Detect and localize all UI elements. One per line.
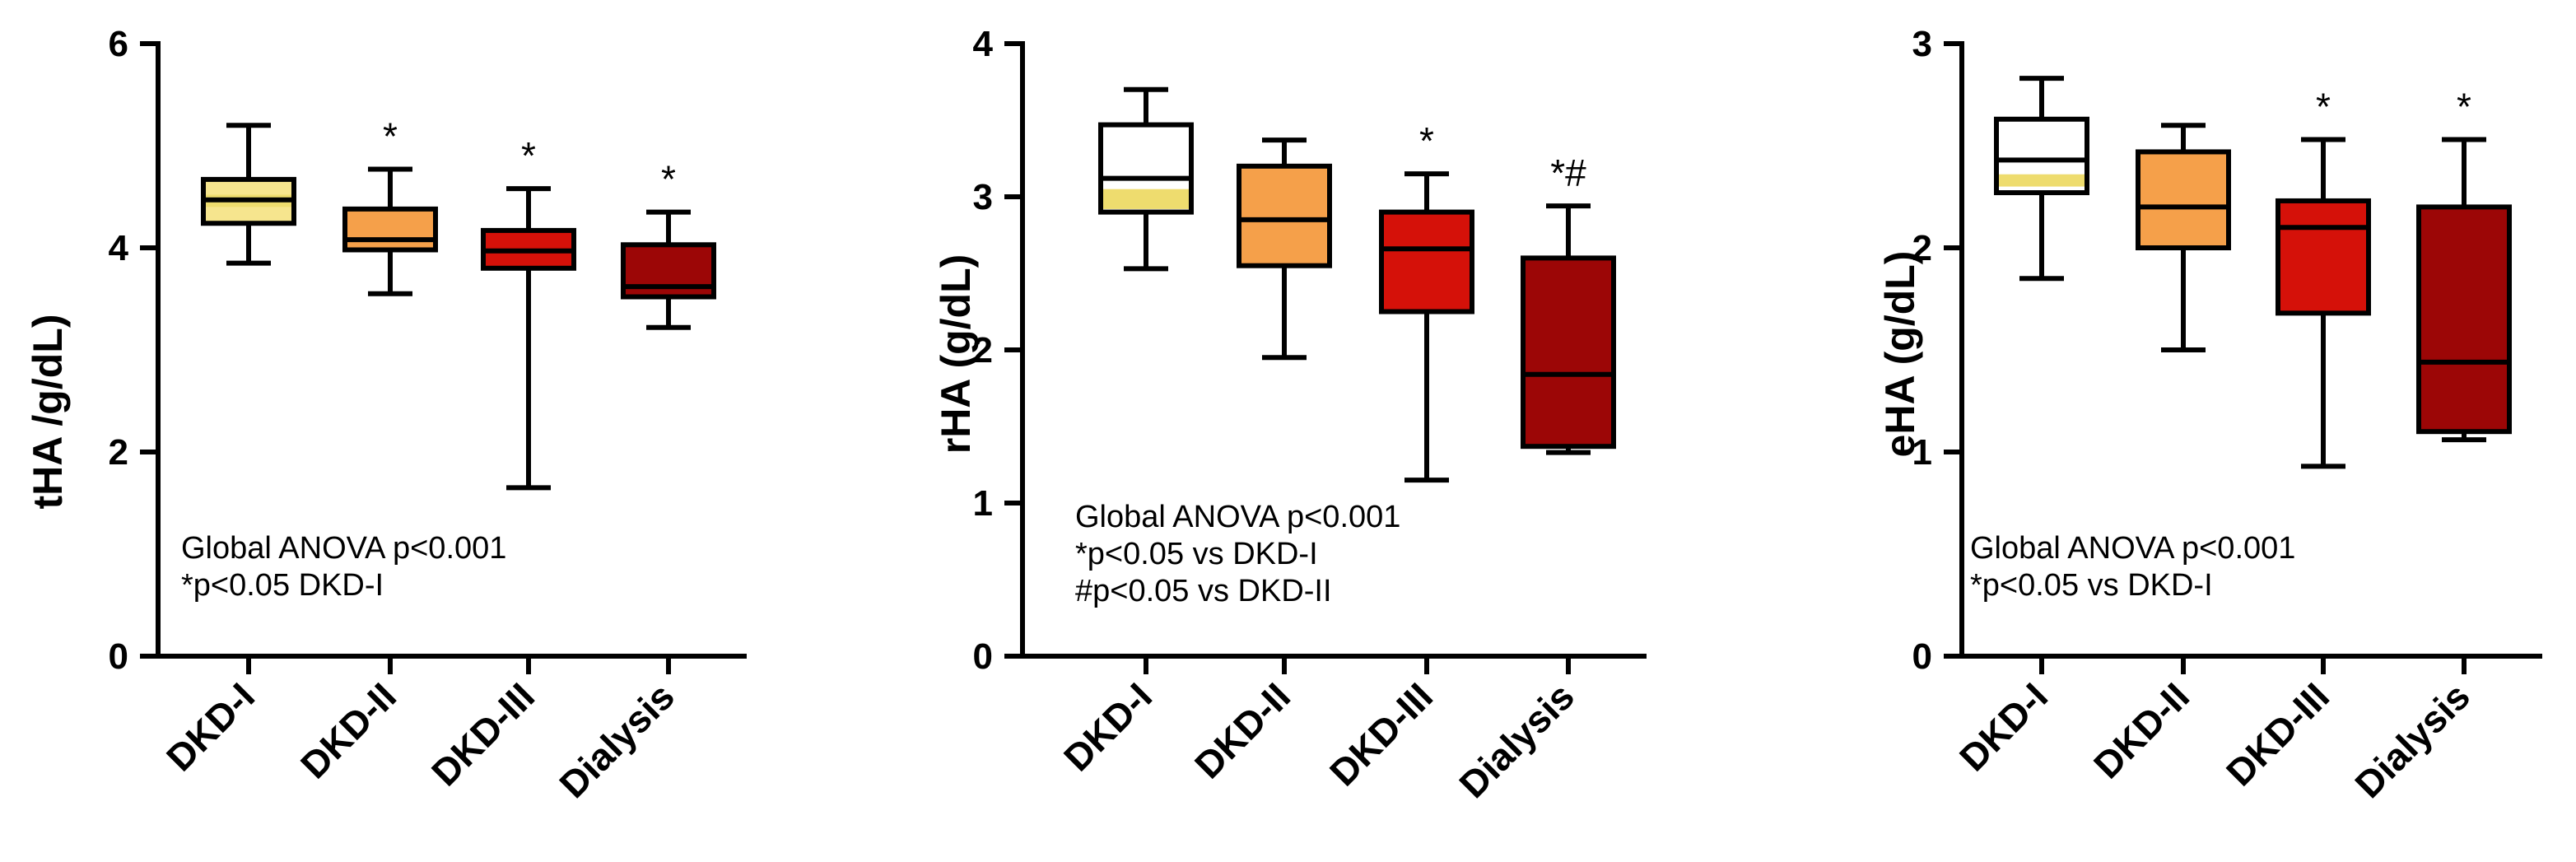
y-tick-label: 1 — [1912, 432, 1932, 473]
category-label: DKD-II — [292, 674, 404, 786]
panel-3: eHA (g/dL) 0 1 2 3 DKD-I DKD-II DKD-III * Dialysi… — [1877, 24, 2542, 806]
box-outline — [2276, 198, 2371, 316]
box-outline — [1237, 163, 1332, 268]
y-tick-label: 4 — [973, 24, 994, 64]
category-label: DKD-III — [2218, 674, 2337, 794]
box-outline — [342, 206, 438, 253]
box-highlight-band — [1101, 189, 1191, 209]
box-outline — [1521, 255, 1616, 450]
box-fill — [1523, 258, 1614, 447]
box-fill — [2138, 151, 2229, 248]
y-axis-title: tHA /g/dL) — [25, 315, 71, 510]
y-tick-label: 0 — [1912, 636, 1932, 677]
box-highlight-band — [1996, 174, 2087, 187]
annotation-line: #p<0.05 vs DKD-II — [1075, 574, 1332, 608]
y-axis-title: eHA (g/dL) — [1877, 251, 1923, 458]
annotation-line: Global ANOVA p<0.001 — [181, 531, 506, 566]
panel-2: rHA (g/dL) 0 1 2 3 4 DKD-I DKD-II DKD-III * Dialys… — [933, 24, 1647, 806]
category-label: DKD-I — [158, 674, 263, 779]
y-tick-label: 3 — [973, 177, 993, 217]
significance-marker: * — [521, 134, 536, 177]
category-label: DKD-II — [1186, 674, 1298, 786]
category-label: Dialysis — [1451, 674, 1582, 806]
significance-marker: * — [1419, 119, 1434, 162]
annotation-line: *p<0.05 DKD-I — [181, 568, 384, 603]
panel-1: tHA /g/dL) 0 2 4 6 DKD-I DKD-II * DKD-III * Dialys… — [25, 24, 747, 806]
significance-marker: * — [2457, 86, 2471, 128]
significance-marker: * — [2316, 86, 2331, 128]
significance-marker: *# — [1550, 151, 1586, 194]
y-tick-label: 0 — [973, 636, 993, 677]
annotation-line: Global ANOVA p<0.001 — [1970, 531, 2295, 566]
box-outline — [1379, 209, 1474, 315]
significance-marker: * — [383, 115, 398, 158]
box-fill — [2419, 207, 2509, 432]
box-fill — [2278, 200, 2369, 314]
significance-marker: * — [661, 158, 676, 201]
category-label: DKD-I — [1951, 674, 2056, 779]
category-label: DKD-II — [2085, 674, 2197, 786]
box-outline — [1994, 116, 2089, 196]
box-fill — [1381, 212, 1472, 312]
box-fill — [1239, 165, 1330, 266]
category-label: DKD-III — [1321, 674, 1441, 794]
category-label: Dialysis — [2346, 674, 2478, 806]
y-tick-label: 1 — [973, 483, 993, 524]
y-tick-label: 2 — [1912, 228, 1932, 268]
annotation-line: Global ANOVA p<0.001 — [1075, 500, 1400, 534]
category-label: DKD-I — [1055, 674, 1160, 779]
annotation-line: *p<0.05 vs DKD-I — [1970, 568, 2213, 603]
box-outline — [2416, 204, 2512, 435]
category-label: Dialysis — [551, 674, 682, 806]
y-tick-label: 2 — [109, 432, 128, 473]
y-tick-label: 3 — [1912, 24, 1932, 64]
y-tick-label: 0 — [109, 636, 128, 677]
annotation-line: *p<0.05 vs DKD-I — [1075, 537, 1318, 571]
y-tick-label: 4 — [109, 228, 129, 268]
y-axis-title: rHA (g/dL) — [933, 254, 979, 454]
y-tick-label: 2 — [973, 330, 993, 370]
box-fill — [345, 208, 436, 250]
box-outline — [2136, 149, 2231, 250]
box-outline — [1098, 122, 1194, 215]
box-outline — [621, 242, 716, 300]
category-label: DKD-III — [423, 674, 543, 794]
y-tick-label: 6 — [109, 24, 128, 64]
